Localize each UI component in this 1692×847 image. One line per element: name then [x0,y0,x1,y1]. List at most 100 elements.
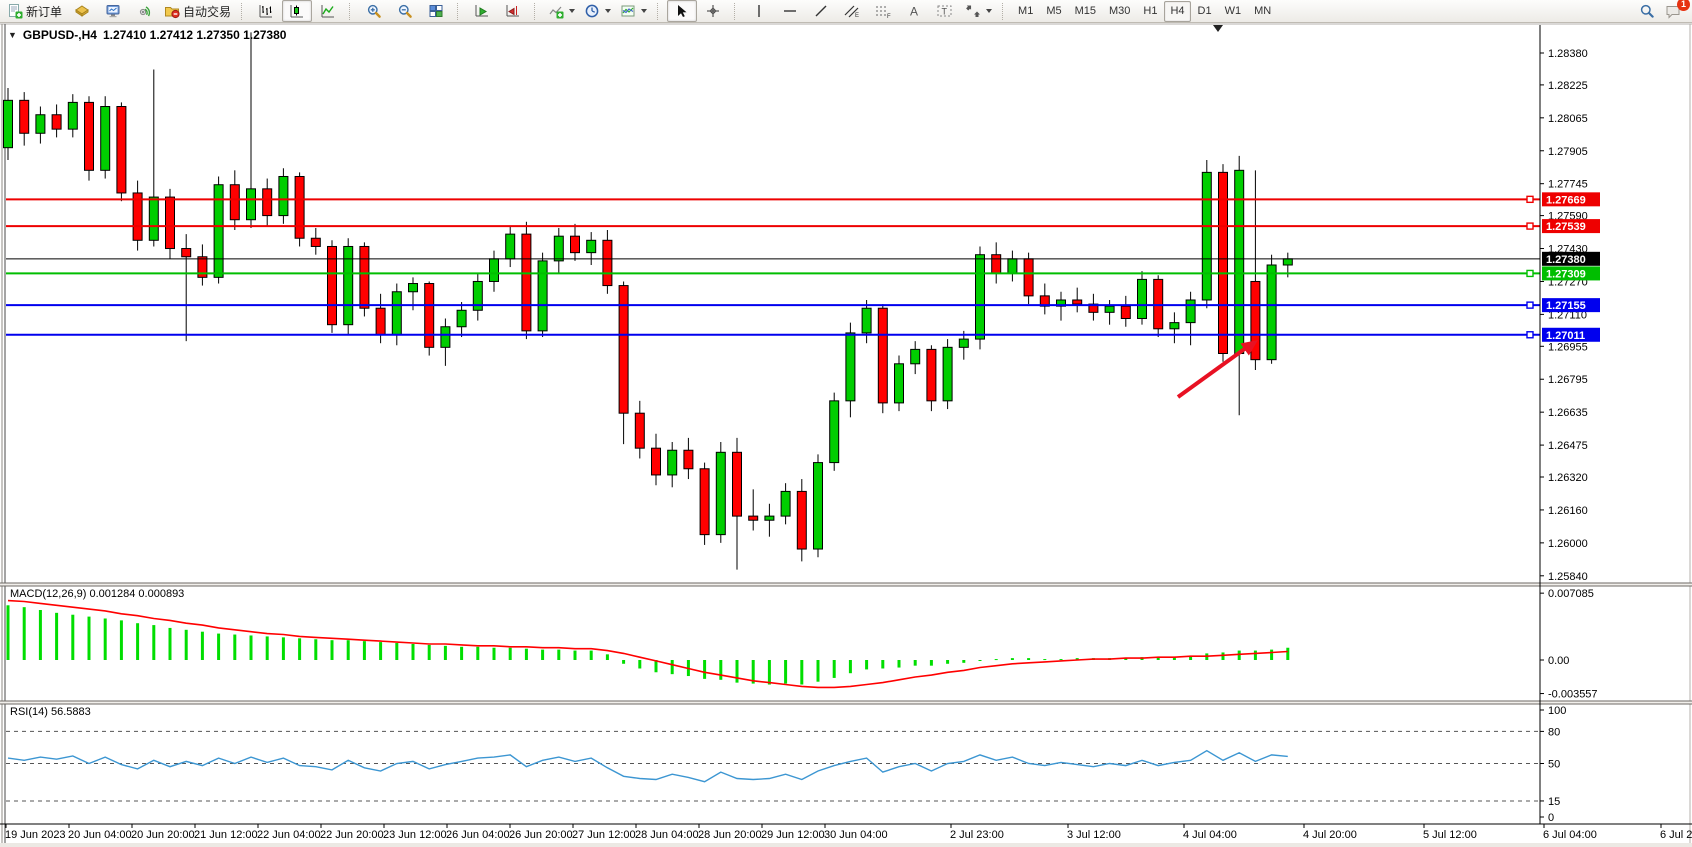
terminal-button[interactable] [98,0,128,22]
tf-d1[interactable]: D1 [1197,5,1212,17]
rsi-scale-label: 50 [1548,759,1560,771]
macd-histogram-bar [1189,656,1193,660]
price-level-tag-bg[interactable] [1542,298,1600,313]
macd-scale-label: 0.00 [1548,655,1569,667]
text-icon: A [910,5,918,19]
auto-scroll-button[interactable] [467,0,497,22]
tf-m15[interactable]: M15 [1074,5,1096,17]
crosshair-button[interactable] [698,0,728,22]
candle-down [1088,303,1099,313]
time-axis-label: 2 Jul 23:00 [950,829,1004,841]
price-axis-label: 1.28065 [1548,113,1588,125]
macd-histogram-bar [314,639,318,660]
bar-chart-button[interactable] [251,0,281,22]
line-handle[interactable] [1526,331,1534,339]
indicators-button[interactable] [544,0,579,22]
line-chart-button[interactable] [313,0,343,22]
macd-histogram-bar [427,644,431,660]
arrows-button[interactable] [961,0,996,22]
macd-histogram-bar [38,610,42,660]
text-label-button[interactable]: T [930,0,960,22]
price-axis-label: 1.27905 [1548,146,1588,158]
equidistant-channel-button[interactable]: E [837,0,867,22]
line-handle[interactable] [1526,301,1534,309]
signals-button[interactable] [129,0,159,22]
candle-up [1185,299,1196,324]
candle-down [1153,278,1164,330]
macd-histogram-bar [298,638,302,660]
zoom-in-button[interactable] [359,0,389,22]
symbol-dropdown-icon[interactable]: ▼ [8,30,17,40]
tf-m5[interactable]: M5 [1046,5,1062,17]
tf-h1[interactable]: H1 [1143,5,1158,17]
pane-separator[interactable] [0,583,1692,586]
macd-histogram-bar [1237,650,1241,660]
price-level-tag-bg[interactable] [1542,266,1600,281]
time-axis-label: 26 Jun 04:00 [446,829,510,841]
macd-histogram-bar [22,607,26,660]
candle-up [1056,299,1066,307]
candle-up [537,260,548,332]
candlestick-chart-button[interactable] [282,0,313,22]
tf-mn[interactable]: MN [1254,5,1272,17]
price-axis-label: 1.27745 [1548,179,1588,191]
price-level-tag-bg[interactable] [1542,327,1600,342]
notifications-button[interactable]: 1 [1665,0,1690,19]
fibonacci-button[interactable]: F [868,0,898,22]
line-handle[interactable] [1526,222,1534,230]
zoom-out-button[interactable] [390,0,420,22]
macd-scale-label: 0.007085 [1548,588,1594,600]
market-watch-button[interactable] [67,0,97,22]
candle-down [732,451,742,517]
pane-separator[interactable] [0,701,1692,704]
periods-button[interactable] [580,0,615,22]
chart-background[interactable] [0,24,1692,847]
vertical-line-button[interactable] [744,0,774,22]
chevron-down-icon [605,9,612,13]
price-level-tag-bg[interactable] [1542,219,1600,234]
current-price-tag-bg[interactable] [1542,251,1600,266]
candle-down [1023,258,1034,297]
annotation-arrow-head[interactable] [1240,340,1258,356]
candle-up [1169,322,1180,330]
candle-up [667,449,678,476]
candle-up [213,184,224,278]
chart-shift-marker[interactable] [1213,25,1223,32]
tf-m30[interactable]: M30 [1109,5,1131,17]
candle-up [829,400,840,464]
candle-up [1266,264,1277,361]
signals-icon [139,6,151,17]
chevron-down-icon [986,9,993,13]
annotation-arrow-shaft[interactable] [1176,343,1252,399]
horizontal-line-button[interactable] [775,0,805,22]
price-axis-label: 1.28225 [1548,80,1588,92]
price-axis-label: 1.28380 [1548,48,1588,60]
price-level-tag-bg[interactable] [1542,192,1600,207]
macd-histogram-bar [622,660,626,664]
chart-title: ▼ GBPUSD-,H4 1.27410 1.27412 1.27350 1.2… [8,28,286,42]
candle-down [618,285,629,414]
text-button[interactable]: A [899,0,929,22]
macd-histogram-bar [152,625,156,660]
line-handle[interactable] [1526,195,1534,204]
tf-h4[interactable]: H4 [1164,0,1191,22]
autotrading-button[interactable]: 自动交易 [160,0,235,22]
search-icon[interactable] [1639,3,1655,19]
macd-histogram-bar [1172,657,1176,660]
trendline-button[interactable] [806,0,836,22]
macd-histogram-bar [994,659,998,661]
tf-m1[interactable]: M1 [1018,5,1034,17]
trendline-icon [815,5,827,17]
new-order-button[interactable]: 新订单 [3,0,66,22]
templates-button[interactable] [616,0,651,22]
candle-up [472,280,483,311]
time-axis-label: 22 Jun 04:00 [257,829,321,841]
chart-shift-button[interactable] [498,0,528,22]
macd-histogram-bar [589,650,593,660]
time-axis-label: 19 Jun 2023 [5,829,66,841]
tile-windows-button[interactable] [421,0,451,22]
tf-w1[interactable]: W1 [1224,5,1242,17]
line-handle[interactable] [1526,269,1534,278]
cursor-button[interactable] [667,0,698,22]
